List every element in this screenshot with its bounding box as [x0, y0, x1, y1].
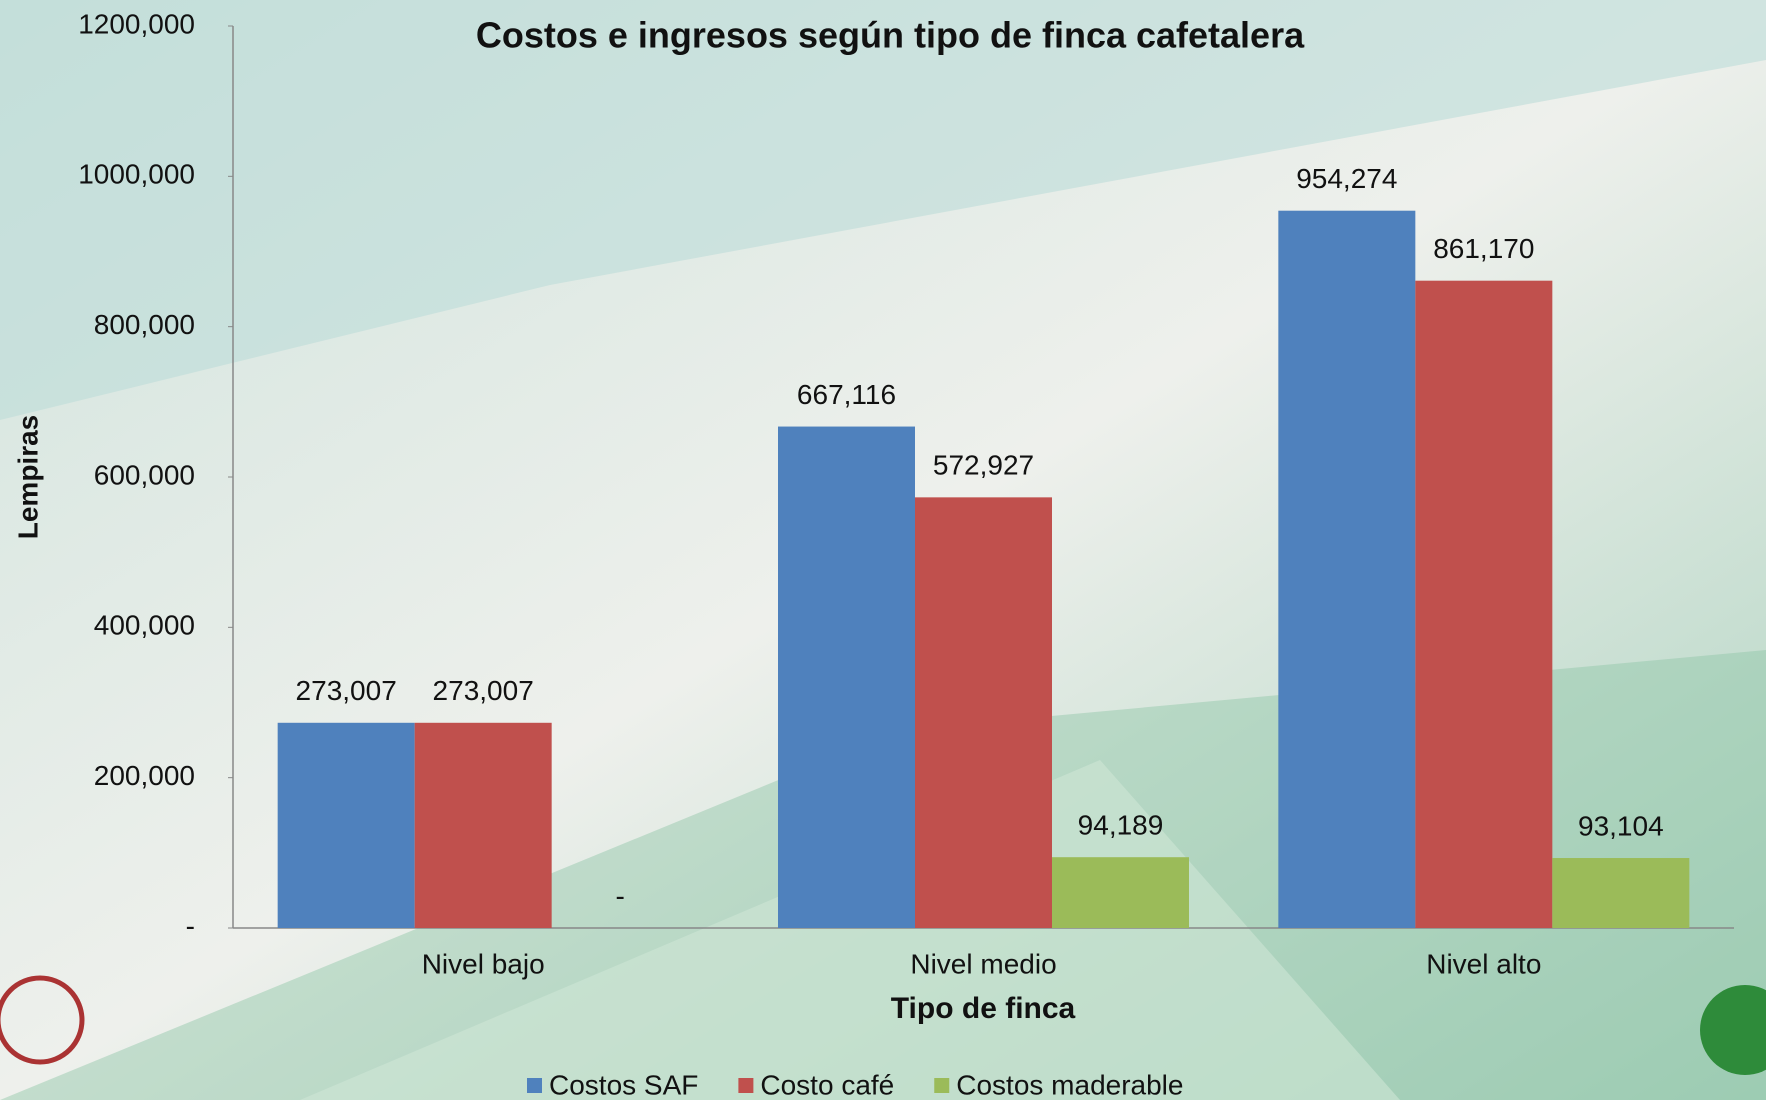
y-tick-label: 800,000 [94, 309, 195, 340]
y-axis-title: Lempiras [12, 415, 43, 540]
bar [277, 722, 415, 928]
bar [414, 722, 552, 928]
bar [1278, 210, 1416, 928]
legend-swatch [934, 1078, 950, 1093]
background-shape [300, 760, 1400, 1100]
legend-label: Costo café [760, 1069, 894, 1100]
x-tick-label: Nivel bajo [422, 948, 545, 979]
legend-swatch [738, 1078, 754, 1093]
y-tick-label: 400,000 [94, 610, 195, 641]
y-tick-label: 1000,000 [78, 159, 195, 190]
data-label: 93,104 [1578, 810, 1664, 841]
y-tick-label: 1200,000 [78, 8, 195, 39]
background-shape [0, 0, 1766, 420]
bar [915, 497, 1052, 928]
legend-label: Costos maderable [956, 1069, 1183, 1100]
legend-label: Costos SAF [549, 1069, 698, 1100]
chart-title: Costos e ingresos según tipo de finca ca… [476, 15, 1305, 56]
y-tick-label: 200,000 [94, 760, 195, 791]
y-tick-label: - [186, 910, 195, 941]
data-label: 954,274 [1296, 163, 1397, 194]
bar [778, 426, 915, 928]
data-label: 273,007 [296, 675, 397, 706]
bar [1415, 280, 1553, 928]
data-label: 572,927 [933, 450, 1034, 481]
legend-swatch [527, 1078, 542, 1093]
logo [0, 975, 85, 1065]
data-label: 94,189 [1078, 810, 1164, 841]
logo [1700, 985, 1766, 1075]
data-label: 667,116 [797, 379, 896, 410]
x-tick-label: Nivel alto [1426, 948, 1541, 979]
data-label: - [616, 880, 625, 911]
bar [1552, 858, 1690, 928]
x-tick-label: Nivel medio [910, 948, 1056, 979]
bar [1052, 857, 1189, 928]
x-axis-title: Tipo de finca [891, 992, 1076, 1025]
data-label: 861,170 [1433, 233, 1534, 264]
y-tick-label: 600,000 [94, 459, 195, 490]
data-label: 273,007 [433, 675, 534, 706]
